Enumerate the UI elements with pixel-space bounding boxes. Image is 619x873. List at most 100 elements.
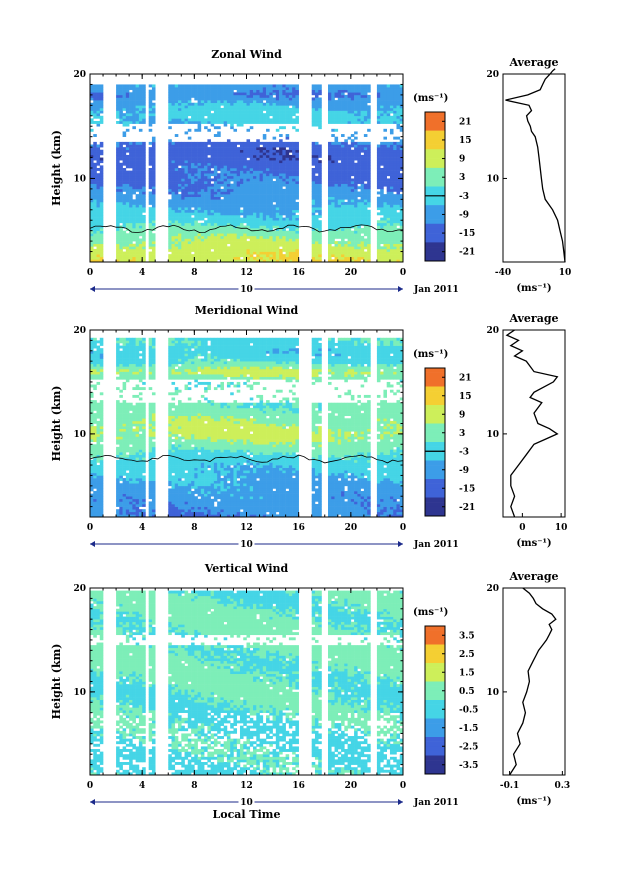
colorbar-step (425, 256, 445, 262)
heatmap-cell (311, 217, 316, 221)
heatmap-cell (399, 110, 404, 114)
heatmap-cell (367, 154, 371, 158)
heatmap-cell (90, 121, 94, 124)
heatmap-cell (148, 238, 153, 242)
heatmap-cell (246, 147, 251, 151)
heatmap-cell (223, 110, 228, 114)
heatmap-cell (360, 87, 365, 90)
heatmap-cell (272, 238, 277, 242)
heatmap-cell (363, 201, 368, 205)
heatmap-cell (217, 110, 221, 114)
heatmap-cell (213, 251, 218, 255)
heatmap-cell (311, 186, 316, 190)
heatmap-cell (90, 144, 94, 148)
heatmap-cell (125, 191, 130, 195)
heatmap-cell (347, 215, 352, 218)
heatmap-cell (272, 259, 277, 263)
heatmap-cell (285, 243, 290, 247)
heatmap-cell (191, 147, 195, 151)
heatmap-cell (396, 246, 401, 250)
heatmap-cell (383, 157, 387, 161)
heatmap-cell (236, 259, 241, 263)
heatmap-cell (178, 217, 182, 221)
heatmap-cell (383, 173, 387, 177)
heatmap-cell (367, 115, 371, 119)
heatmap-cell (226, 228, 231, 231)
heatmap-cell (341, 173, 345, 177)
heatmap-cell (220, 113, 224, 117)
heatmap-cell (178, 230, 182, 234)
heatmap-cell (269, 225, 273, 229)
heatmap-cell (243, 207, 247, 211)
heatmap-cell (288, 89, 293, 93)
heatmap-cell (328, 233, 332, 237)
heatmap-cell (246, 113, 251, 117)
heatmap-cell (399, 113, 404, 117)
heatmap-cell (249, 220, 254, 224)
heatmap-cell (331, 238, 335, 242)
heatmap-cell (99, 207, 104, 211)
heatmap-cell (236, 246, 241, 250)
heatmap-cell (213, 199, 218, 203)
heatmap-cell (275, 254, 280, 258)
heatmap-cell (207, 107, 211, 111)
heatmap-cell (233, 191, 238, 195)
heatmap-cell (204, 126, 208, 130)
heatmap-cell (168, 248, 172, 252)
heatmap-cell (292, 121, 296, 124)
heatmap-cell (314, 84, 319, 88)
heatmap-cell (269, 248, 273, 252)
heatmap-cell (337, 230, 342, 234)
heatmap-cell (253, 217, 257, 221)
heatmap-cell (262, 196, 267, 200)
heatmap-cell (138, 94, 143, 98)
heatmap-cell (239, 204, 244, 208)
heatmap-cell (200, 170, 205, 174)
heatmap-cell (350, 141, 355, 145)
heatmap-cell (269, 246, 273, 250)
heatmap-cell (148, 254, 153, 258)
heatmap-cell (223, 191, 228, 195)
x-tick-label: 12 (240, 268, 253, 278)
heatmap-cell (354, 97, 358, 101)
heatmap-cell (168, 175, 172, 179)
heatmap-cell (178, 105, 182, 109)
heatmap-cell (253, 188, 257, 192)
heatmap-cell (341, 217, 345, 221)
heatmap-cell (399, 87, 404, 90)
heatmap-cell (220, 102, 224, 106)
heatmap-cell (383, 241, 387, 245)
heatmap-cell (363, 97, 368, 101)
heatmap-cell (386, 207, 391, 211)
heatmap-cell (383, 162, 387, 166)
heatmap-cell (119, 105, 123, 109)
heatmap-cell (233, 246, 238, 250)
heatmap-cell (178, 220, 182, 224)
heatmap-cell (386, 110, 391, 114)
heatmap-cell (354, 212, 358, 216)
heatmap-cell (174, 201, 179, 205)
heatmap-cell (331, 89, 335, 93)
heatmap-cell (230, 207, 234, 211)
heatmap-cell (279, 160, 283, 164)
heatmap-cell (357, 168, 361, 171)
heatmap-cell (262, 225, 267, 229)
heatmap-cell (119, 107, 123, 111)
heatmap-cell (337, 215, 342, 218)
heatmap-cell (262, 168, 267, 171)
heatmap-cell (259, 110, 264, 114)
heatmap-cell (399, 97, 404, 101)
heatmap-cell (295, 110, 299, 114)
heatmap-cell (285, 251, 290, 255)
heatmap-cell (331, 222, 335, 226)
heatmap-cell (233, 207, 238, 211)
heatmap-cell (354, 199, 358, 203)
heatmap-cell (282, 105, 286, 109)
heatmap-cell (262, 251, 267, 255)
heatmap-cell (207, 248, 211, 252)
heatmap-cell (191, 157, 195, 161)
heatmap-cell (184, 168, 189, 171)
heatmap-cell (142, 230, 146, 234)
heatmap-cell (132, 162, 136, 166)
heatmap-cell (357, 207, 361, 211)
